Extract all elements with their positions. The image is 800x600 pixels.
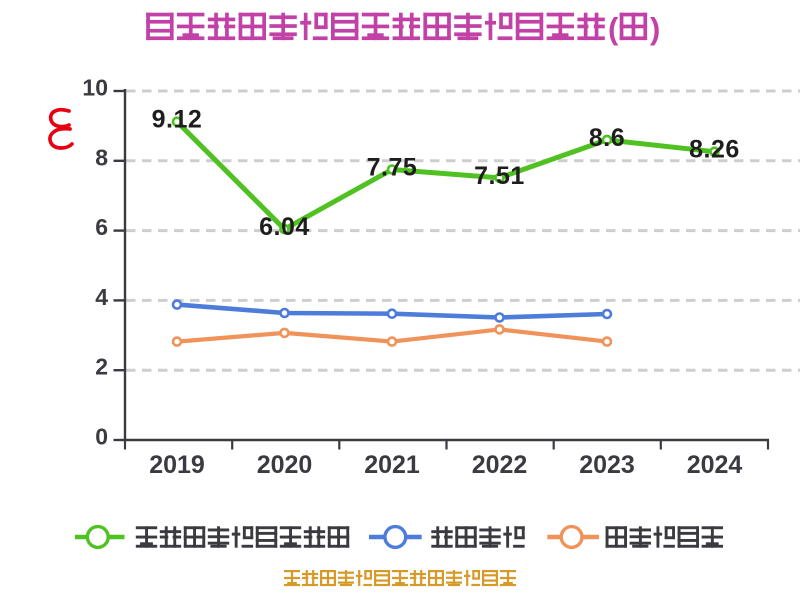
svg-text:2023: 2023 bbox=[579, 451, 635, 479]
svg-text:6: 6 bbox=[95, 214, 108, 240]
svg-text:(: ( bbox=[608, 11, 619, 46]
svg-text:8: 8 bbox=[95, 144, 108, 170]
svg-text:4: 4 bbox=[95, 284, 108, 310]
svg-text:2021: 2021 bbox=[364, 451, 420, 479]
svg-text:2020: 2020 bbox=[257, 451, 313, 479]
svg-text:2019: 2019 bbox=[149, 451, 205, 479]
svg-text:0: 0 bbox=[95, 424, 108, 450]
svg-text:7.75: 7.75 bbox=[367, 154, 418, 182]
svg-text:2: 2 bbox=[95, 354, 108, 380]
svg-text:): ) bbox=[650, 11, 660, 46]
svg-text:2022: 2022 bbox=[472, 451, 528, 479]
svg-text:9.12: 9.12 bbox=[152, 106, 203, 134]
svg-text:10: 10 bbox=[82, 75, 108, 101]
svg-text:2024: 2024 bbox=[687, 451, 743, 479]
svg-text:8.26: 8.26 bbox=[689, 136, 740, 164]
svg-text:8.6: 8.6 bbox=[589, 124, 625, 152]
svg-text:7.51: 7.51 bbox=[474, 162, 525, 190]
svg-text:6.04: 6.04 bbox=[259, 213, 310, 241]
